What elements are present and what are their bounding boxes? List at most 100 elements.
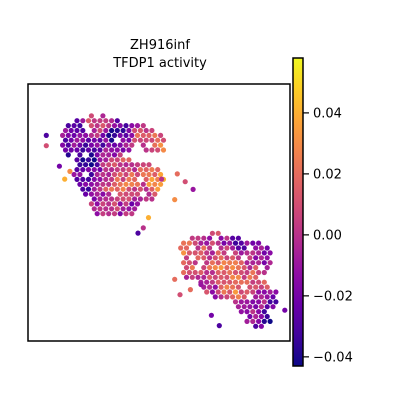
spot	[109, 196, 115, 202]
spot	[83, 162, 89, 168]
spot	[132, 196, 138, 202]
spot	[181, 260, 187, 266]
spot	[85, 118, 92, 124]
spot	[264, 294, 270, 300]
spot	[218, 245, 224, 251]
spot	[71, 171, 77, 178]
spot	[134, 162, 141, 168]
spot	[256, 269, 262, 276]
spot	[250, 299, 256, 305]
spot	[253, 323, 259, 329]
spot	[256, 318, 262, 324]
spot	[201, 274, 207, 280]
spot	[68, 127, 74, 134]
spot	[140, 162, 146, 168]
spot-layer	[43, 113, 288, 329]
spot	[181, 250, 187, 256]
spot	[114, 167, 120, 173]
spot	[88, 181, 94, 187]
spot	[123, 162, 129, 168]
spot	[235, 304, 241, 310]
spot	[201, 235, 207, 241]
spot	[186, 250, 192, 256]
spot	[230, 235, 236, 241]
spot	[149, 176, 155, 182]
spot	[106, 211, 112, 217]
spot	[91, 176, 97, 182]
spot	[159, 176, 165, 182]
spot	[181, 269, 187, 276]
spot	[114, 196, 120, 202]
spot	[126, 137, 132, 143]
spot	[235, 294, 241, 300]
spot	[241, 274, 247, 280]
spot	[88, 191, 94, 197]
spot	[250, 260, 256, 266]
spot	[209, 260, 215, 266]
spot	[230, 245, 236, 251]
spot	[117, 171, 123, 178]
spot	[244, 260, 250, 266]
spot	[117, 142, 123, 148]
spot	[103, 147, 109, 153]
spot	[221, 260, 227, 266]
spot	[209, 240, 215, 246]
spot	[261, 260, 267, 266]
spot	[117, 201, 123, 207]
spot	[111, 132, 118, 138]
spot	[88, 201, 94, 207]
spot	[100, 162, 106, 168]
spot	[181, 240, 187, 246]
spot	[129, 132, 135, 138]
spot	[224, 265, 230, 271]
spot	[129, 201, 135, 207]
spot	[264, 265, 270, 271]
spot	[62, 127, 69, 134]
spot	[232, 250, 239, 256]
spot	[215, 230, 221, 236]
spot	[256, 260, 262, 266]
spot	[68, 137, 74, 143]
spot	[183, 255, 190, 261]
spot	[120, 127, 126, 134]
spot	[247, 265, 253, 271]
spot	[111, 201, 118, 207]
spot	[143, 147, 149, 153]
spot	[235, 274, 241, 280]
spot	[207, 284, 213, 290]
spot	[149, 186, 155, 192]
spot	[155, 167, 161, 173]
spot	[253, 304, 259, 310]
spot	[241, 304, 247, 310]
spot	[224, 294, 230, 300]
spot	[218, 255, 224, 261]
spot	[247, 274, 253, 280]
spot	[221, 269, 227, 276]
spot	[207, 255, 213, 261]
spot	[258, 284, 264, 290]
spot	[270, 294, 276, 300]
spot	[134, 123, 141, 129]
spot	[85, 147, 92, 153]
spot	[74, 137, 80, 143]
spot	[114, 157, 120, 163]
spot	[74, 118, 80, 124]
spot	[97, 147, 103, 153]
spot	[267, 299, 273, 305]
spot	[67, 168, 73, 174]
spot	[74, 157, 80, 163]
spot	[146, 171, 152, 178]
spot	[253, 294, 259, 300]
spot	[187, 287, 193, 293]
spot	[212, 265, 218, 271]
colorbar-ticks: 0.04 0.02 0.00 −0.02 −0.04	[303, 106, 353, 365]
spot	[114, 206, 120, 212]
spot	[258, 304, 264, 310]
spot	[94, 191, 100, 197]
spot	[117, 132, 123, 138]
spot	[230, 284, 236, 290]
spot	[244, 309, 250, 315]
spot	[88, 162, 94, 168]
spot	[215, 240, 221, 246]
spot	[120, 157, 126, 163]
